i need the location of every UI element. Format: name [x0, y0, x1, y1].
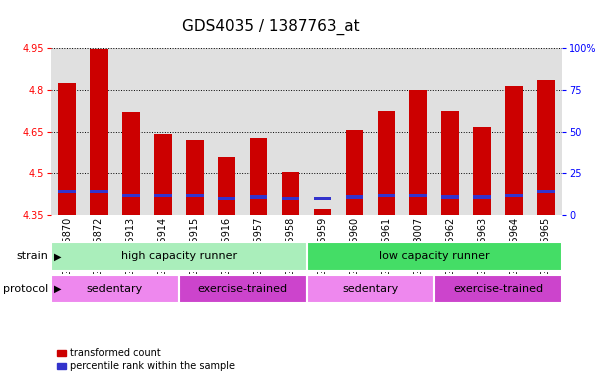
Bar [307, 275, 435, 303]
Text: protocol: protocol [3, 284, 48, 294]
Bar [90, 190, 108, 193]
Bar [186, 194, 204, 197]
Bar [505, 86, 523, 215]
Bar [90, 50, 108, 215]
Bar [122, 194, 139, 197]
Bar [218, 157, 236, 215]
Text: exercise-trained: exercise-trained [453, 284, 543, 294]
Bar [377, 111, 395, 215]
Bar [537, 80, 555, 215]
Bar [51, 275, 179, 303]
Bar [441, 111, 459, 215]
Bar [346, 195, 363, 199]
Bar [434, 275, 562, 303]
Bar [314, 209, 331, 215]
Bar [154, 194, 172, 197]
Bar [250, 195, 267, 199]
Text: strain: strain [16, 251, 48, 262]
Bar [314, 197, 331, 200]
Text: sedentary: sedentary [342, 284, 398, 294]
Text: ▶: ▶ [54, 251, 61, 262]
Bar [282, 172, 299, 215]
Bar [346, 130, 363, 215]
Text: high capacity runner: high capacity runner [121, 251, 237, 262]
Bar [377, 194, 395, 197]
Bar [409, 194, 427, 197]
Bar [51, 242, 307, 271]
Bar [58, 83, 76, 215]
Bar [186, 140, 204, 215]
Bar [474, 127, 491, 215]
Bar [154, 134, 172, 215]
Text: exercise-trained: exercise-trained [198, 284, 288, 294]
Bar [505, 194, 523, 197]
Text: low capacity runner: low capacity runner [379, 251, 490, 262]
Bar [409, 90, 427, 215]
Bar [282, 197, 299, 200]
Bar [179, 275, 307, 303]
Text: GDS4035 / 1387763_at: GDS4035 / 1387763_at [182, 19, 359, 35]
Bar [441, 195, 459, 199]
Bar [537, 190, 555, 193]
Bar [218, 197, 236, 200]
Bar [122, 112, 139, 215]
Legend: transformed count, percentile rank within the sample: transformed count, percentile rank withi… [53, 344, 239, 375]
Bar [307, 242, 562, 271]
Text: ▶: ▶ [54, 284, 61, 294]
Text: sedentary: sedentary [87, 284, 143, 294]
Bar [250, 139, 267, 215]
Bar [474, 195, 491, 199]
Bar [58, 190, 76, 193]
